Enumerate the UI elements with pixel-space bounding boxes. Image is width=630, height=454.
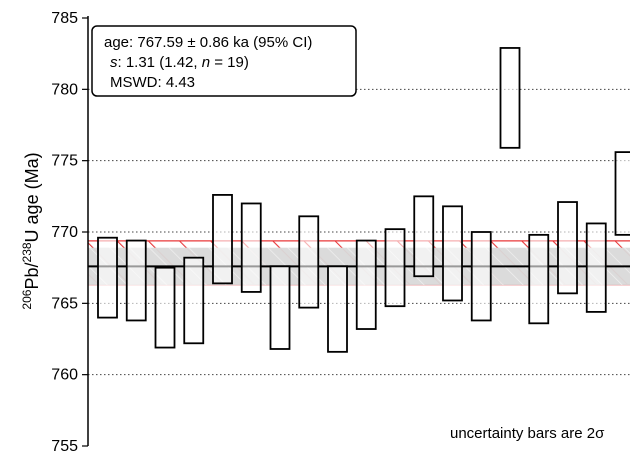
data-bar-12 xyxy=(413,195,435,278)
summary-n-symbol: n xyxy=(202,54,210,71)
data-bar-6 xyxy=(240,202,262,293)
data-bar-1 xyxy=(97,236,118,319)
summary-dispersion: s: 1.31 (1.42, n = 19) xyxy=(110,54,249,71)
data-bar-11 xyxy=(384,228,406,308)
summary-mswd: MSWD: 4.43 xyxy=(110,74,195,91)
y-tick-label-775: 775 xyxy=(51,153,78,170)
y-tick-label-770: 770 xyxy=(51,224,78,241)
uncertainty-footnote: uncertainty bars are 2σ xyxy=(450,425,605,442)
ylabel-separator: / xyxy=(22,262,42,267)
ylabel-base: Pb xyxy=(22,268,42,290)
ylabel-mass2: 238 xyxy=(20,242,34,262)
y-tick-label-785: 785 xyxy=(51,10,78,27)
y-tick-label-765: 765 xyxy=(51,295,78,312)
data-bar-19 xyxy=(614,151,630,236)
data-bar-18 xyxy=(585,222,607,313)
data-bar-17 xyxy=(557,201,578,295)
data-bar-3 xyxy=(154,266,176,349)
data-bar-7 xyxy=(269,265,291,350)
summary-box: age: 767.59 ± 0.86 ka (95% CI) s: 1.31 (… xyxy=(91,25,357,97)
y-axis: 755 760 765 770 775 780 785 xyxy=(51,10,89,454)
data-bar-10 xyxy=(355,239,377,330)
data-bar-5 xyxy=(212,194,233,285)
y-tick-label-780: 780 xyxy=(51,81,78,98)
data-bar-2 xyxy=(125,239,147,322)
y-axis-title: 206Pb/238U age (Ma) xyxy=(20,152,42,309)
y-tick-label-760: 760 xyxy=(51,367,78,384)
data-bar-15 xyxy=(499,47,521,149)
y-tick-label-755: 755 xyxy=(51,438,78,454)
summary-s-symbol: s xyxy=(110,54,118,71)
data-bars xyxy=(97,47,630,353)
data-bar-9 xyxy=(327,265,348,353)
data-bar-13 xyxy=(442,205,463,302)
data-bar-4 xyxy=(183,256,205,345)
summary-age: age: 767.59 ± 0.86 ka (95% CI) xyxy=(104,34,312,51)
summary-n-value: = 19) xyxy=(210,54,249,71)
ylabel-element2: U age (Ma) xyxy=(22,152,42,242)
data-bar-16 xyxy=(528,233,550,325)
summary-s-values: : 1.31 (1.42, xyxy=(118,54,202,71)
data-bar-14 xyxy=(470,231,492,322)
summary-box-frame xyxy=(91,25,357,97)
ylabel-mass1: 206 xyxy=(20,289,34,309)
data-bar-8 xyxy=(298,215,320,309)
